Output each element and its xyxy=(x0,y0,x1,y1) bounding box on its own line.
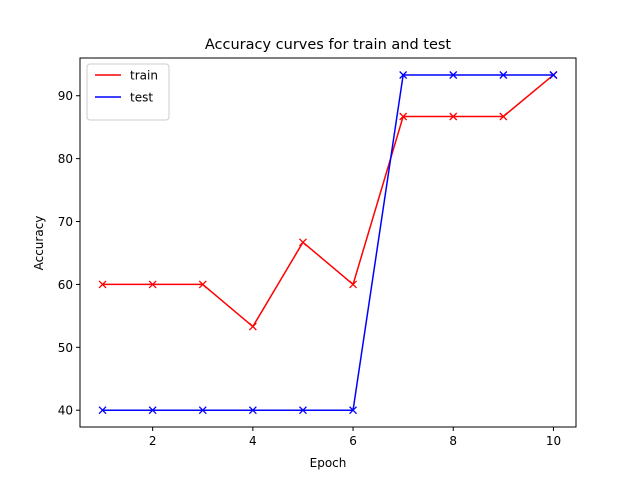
axes-frame xyxy=(79,57,577,428)
y-tick-label: 40 xyxy=(58,404,73,418)
data-point-test xyxy=(499,71,508,79)
data-point-test xyxy=(549,71,558,79)
legend-label-test: test xyxy=(130,91,153,105)
data-point-test xyxy=(148,406,157,415)
series-line-test xyxy=(102,74,554,411)
data-point-train xyxy=(98,280,107,289)
data-point-train xyxy=(198,280,207,289)
data-point-train xyxy=(298,238,307,247)
data-point-test xyxy=(399,71,408,79)
legend: train test xyxy=(86,63,170,121)
data-point-test xyxy=(449,71,458,79)
data-point-train xyxy=(499,112,508,121)
y-tick-label: 60 xyxy=(58,278,73,292)
data-point-test xyxy=(98,406,107,415)
series-test xyxy=(98,71,558,415)
x-axis: 2 4 6 8 10 xyxy=(149,427,561,448)
x-tick-label: 6 xyxy=(349,434,357,448)
data-point-test xyxy=(298,406,307,415)
x-tick-label: 2 xyxy=(149,434,157,448)
x-tick-label: 10 xyxy=(546,434,561,448)
x-tick-label: 4 xyxy=(249,434,257,448)
data-point-test xyxy=(349,406,358,415)
legend-label-train: train xyxy=(130,69,158,83)
y-axis: 40 50 60 70 80 90 xyxy=(58,89,80,418)
y-tick-label: 70 xyxy=(58,215,73,229)
y-tick-label: 50 xyxy=(58,341,73,355)
data-point-train xyxy=(248,322,257,331)
y-tick-label: 90 xyxy=(58,89,73,103)
data-point-train xyxy=(349,280,358,289)
plot-area xyxy=(98,71,558,415)
series-train xyxy=(98,71,558,331)
x-axis-label: Epoch xyxy=(310,456,347,470)
chart-title: Accuracy curves for train and test xyxy=(205,37,452,53)
data-point-test xyxy=(248,406,257,415)
y-tick-label: 80 xyxy=(58,152,73,166)
data-point-train xyxy=(449,112,458,121)
data-point-test xyxy=(198,406,207,415)
data-point-train xyxy=(399,112,408,121)
y-axis-label: Accuracy xyxy=(32,216,46,271)
legend-box xyxy=(86,63,170,121)
data-point-train xyxy=(148,280,157,289)
series-line-train xyxy=(102,74,554,328)
x-tick-label: 8 xyxy=(449,434,457,448)
